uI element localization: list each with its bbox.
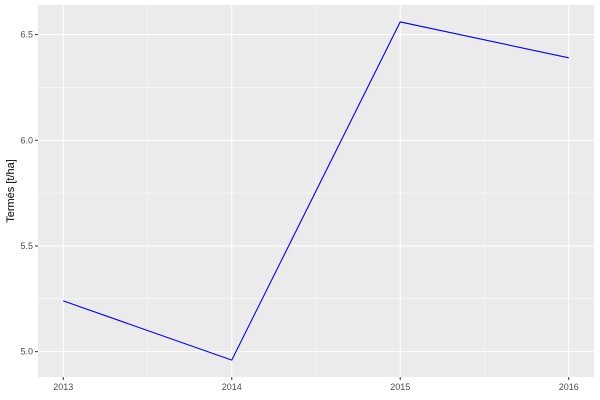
x-tick-label: 2015 <box>390 382 410 392</box>
y-tick-label: 6.0 <box>20 135 33 145</box>
x-tick-label: 2016 <box>559 382 579 392</box>
y-tick-label: 5.0 <box>20 347 33 357</box>
y-tick-label: 5.5 <box>20 241 33 251</box>
gridlines <box>38 5 594 377</box>
series-line <box>63 21 569 361</box>
data-series <box>63 21 569 361</box>
y-tick-label: 6.5 <box>20 30 33 40</box>
x-tick-label: 2014 <box>222 382 242 392</box>
x-tick-label: 2013 <box>53 382 73 392</box>
y-axis-title: Termés [t/ha] <box>5 159 17 223</box>
axes: 5.0 5.5 6.0 6.5 2013 2014 2015 2016 <box>20 30 578 392</box>
